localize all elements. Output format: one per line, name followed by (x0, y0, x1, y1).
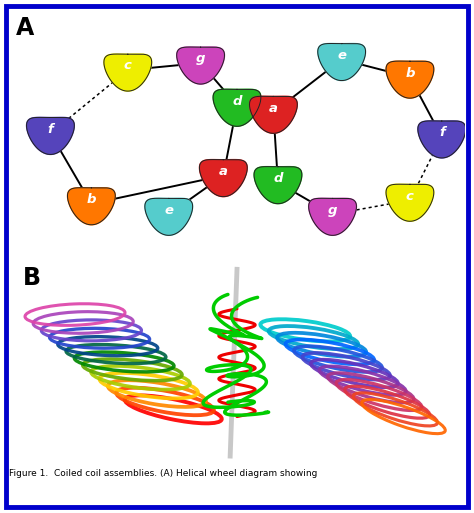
Text: e: e (337, 49, 346, 62)
Text: f: f (439, 126, 445, 140)
Text: c: c (406, 190, 414, 203)
Text: c: c (124, 60, 132, 72)
Polygon shape (145, 199, 192, 235)
Polygon shape (104, 54, 152, 91)
Polygon shape (177, 47, 225, 84)
Text: B: B (23, 266, 41, 290)
Text: g: g (196, 52, 205, 66)
Text: g: g (328, 204, 337, 216)
Polygon shape (27, 117, 74, 154)
Text: d: d (273, 172, 283, 185)
Polygon shape (249, 96, 297, 133)
Polygon shape (318, 44, 365, 81)
Text: e: e (164, 204, 173, 216)
Text: d: d (232, 95, 242, 108)
Text: f: f (47, 123, 53, 136)
Polygon shape (309, 199, 356, 235)
Polygon shape (386, 61, 434, 98)
Polygon shape (200, 160, 247, 196)
Text: A: A (16, 15, 35, 40)
Polygon shape (254, 167, 302, 204)
Text: a: a (219, 165, 228, 178)
Polygon shape (418, 121, 465, 158)
Text: Figure 1.  Coiled coil assemblies. (A) Helical wheel diagram showing: Figure 1. Coiled coil assemblies. (A) He… (9, 469, 318, 478)
Polygon shape (386, 184, 434, 221)
Polygon shape (213, 89, 261, 126)
Text: b: b (87, 193, 96, 206)
Text: a: a (269, 102, 278, 115)
Polygon shape (67, 188, 115, 225)
Text: b: b (405, 67, 415, 80)
